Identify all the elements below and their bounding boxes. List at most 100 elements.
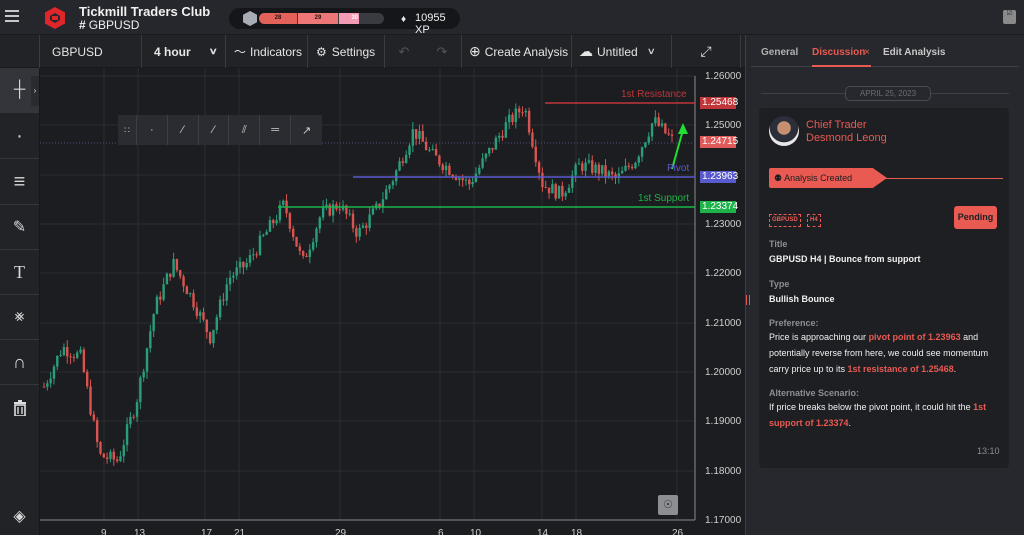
y-tick: 1.26000 <box>705 71 742 82</box>
brush-icon: ✎ <box>12 219 27 236</box>
timeframe-tag: H4 <box>807 214 821 227</box>
redo-icon[interactable]: ↷ <box>436 43 448 59</box>
crosshair-tool[interactable]: ┼ › <box>0 68 39 113</box>
current-price-tag: 1.24715 <box>700 136 739 148</box>
undo-icon[interactable]: ↶ <box>398 43 410 59</box>
xp-value: 10955 XP <box>415 12 446 36</box>
expand-chevron-icon[interactable]: › <box>31 76 39 106</box>
checklist-filter-icon[interactable]: ☑ <box>1003 10 1016 24</box>
x-tick: 26 <box>672 528 684 535</box>
trash-tool[interactable] <box>0 385 39 430</box>
analysis-panel: General Discussion × Edit Analysis APRIL… <box>751 35 1024 535</box>
alt-scenario-label: Alternative Scenario: <box>769 388 860 398</box>
x-tick: 21 <box>234 528 246 535</box>
xp-level-bar: 28 29 30 <box>259 13 384 24</box>
layers-button[interactable]: ◈ <box>0 498 39 534</box>
panel-tabs: General Discussion × Edit Analysis <box>751 35 1019 67</box>
floating-drawing-toolbar: ∷ · ∕ ∕ ⫽ ═ ↗ <box>118 115 322 145</box>
text-span: If price breaks below the pivot point, i… <box>769 402 974 412</box>
point-tool-button[interactable]: · <box>137 115 168 145</box>
dot-tool[interactable]: · <box>0 114 39 159</box>
hash-icon: # <box>79 18 86 32</box>
fullscreen-button[interactable]: ⤢ <box>672 35 741 68</box>
x-tick: 17 <box>201 528 213 535</box>
magnet-tool[interactable]: ∩ <box>0 340 39 385</box>
x-tick: 9 <box>101 528 107 535</box>
text-tool[interactable]: T <box>0 250 39 295</box>
gear-icon: ⚙ <box>316 44 327 59</box>
patterns-tool[interactable]: ⨳ <box>0 295 39 340</box>
diamond-icon: ♦ <box>401 14 407 25</box>
channel-name[interactable]: # GBPUSD <box>79 18 139 32</box>
text-span: Price is approaching our <box>769 332 869 342</box>
ray-tool-button[interactable]: ∕ <box>168 115 199 145</box>
create-analysis-button[interactable]: ⊕ Create Analysis <box>462 35 572 68</box>
date-divider: APRIL 25, 2023 <box>761 86 1009 101</box>
text-icon: T <box>14 261 25 282</box>
tab-general[interactable]: General <box>761 47 799 58</box>
active-tab-indicator <box>812 65 871 67</box>
settings-button[interactable]: ⚙ Settings <box>308 35 385 68</box>
x-tick: 10 <box>470 528 482 535</box>
support-highlight: 1st support of 1.23374 <box>769 402 987 428</box>
price-chart[interactable]: 1st Resistance Pivot 1st Support 1.26000… <box>40 68 745 535</box>
preference-text: Price is approaching our pivot point of … <box>769 329 1004 377</box>
y-tick: 1.21000 <box>705 318 742 329</box>
author-name[interactable]: Desmond Leong <box>806 132 887 144</box>
xp-level-28: 28 <box>259 13 297 24</box>
text-span: . <box>953 364 957 374</box>
x-tick: 18 <box>571 528 583 535</box>
trend-lines-tool[interactable]: ≡ <box>0 160 39 205</box>
resize-grip-icon[interactable] <box>746 295 750 305</box>
settings-label: Settings <box>331 44 376 59</box>
parallel-channel-button[interactable]: ⫽ <box>229 115 261 145</box>
symbol-selector[interactable]: GBPUSD <box>40 35 142 68</box>
chevron-down-icon: ∨ <box>646 46 656 56</box>
pending-status-button[interactable]: Pending <box>954 206 997 229</box>
interval-dropdown[interactable]: 4 hour ∨ <box>142 35 226 68</box>
indicators-icon: 〜 <box>234 45 247 59</box>
y-tick: 1.17000 <box>705 515 742 526</box>
message-time: 13:10 <box>977 446 1000 456</box>
fullscreen-icon: ⤢ <box>700 43 712 59</box>
resistance-label: 1st Resistance <box>621 89 687 100</box>
path-tool-button[interactable]: ↗ <box>301 124 312 137</box>
trend-line-button[interactable]: ∕ <box>199 115 230 145</box>
layout-save-dropdown[interactable]: ☁ Untitled ∨ <box>572 35 672 68</box>
tab-edit-analysis[interactable]: Edit Analysis <box>883 47 946 58</box>
plus-circle-icon: ⊕ <box>469 43 481 59</box>
hamburger-menu-icon[interactable] <box>5 10 19 22</box>
panel-splitter[interactable] <box>745 35 751 535</box>
indicators-button[interactable]: 〜 Indicators <box>226 35 308 68</box>
horizontal-range-button[interactable]: ═ <box>260 115 292 145</box>
indicators-label: Indicators <box>250 44 303 59</box>
x-tick: 29 <box>335 528 347 535</box>
cloud-upload-icon: ☁ <box>579 43 593 59</box>
symbol-tag: GBPUSD <box>769 214 801 227</box>
date-label: APRIL 25, 2023 <box>845 86 931 101</box>
close-tab-icon[interactable]: × <box>864 47 870 58</box>
type-label: Type <box>769 279 790 289</box>
y-tick: 1.22000 <box>705 268 742 279</box>
x-tick: 14 <box>537 528 549 535</box>
crosshair-icon: ┼ <box>13 81 26 98</box>
tab-discussion[interactable]: Discussion <box>812 47 866 58</box>
drag-handle-icon[interactable]: ∷ <box>118 115 137 145</box>
chart-toolbar: GBPUSD 4 hour ∨ 〜 Indicators ⚙ Settings … <box>0 35 745 68</box>
layers-icon: ◈ <box>13 508 26 525</box>
y-tick: 1.23000 <box>705 219 742 230</box>
analysis-card: Chief Trader Desmond Leong ⚉ Analysis Cr… <box>759 108 1009 468</box>
avatar[interactable] <box>769 116 799 146</box>
brush-tool[interactable]: ✎ <box>0 205 39 250</box>
support-price-tag: 1.23374 <box>700 201 739 213</box>
author-role: Chief Trader <box>806 119 867 131</box>
status-label: Analysis Created <box>784 173 853 183</box>
lightbulb-icon[interactable]: ☉ <box>658 495 678 515</box>
support-label: 1st Support <box>638 193 690 204</box>
preference-label: Preference: <box>769 318 819 328</box>
title-value: GBPUSD H4 | Bounce from support <box>769 254 921 264</box>
xp-level-30: 30 <box>339 13 359 24</box>
x-tick: 6 <box>438 528 444 535</box>
status-flag: ⚉ Analysis Created <box>769 168 887 188</box>
